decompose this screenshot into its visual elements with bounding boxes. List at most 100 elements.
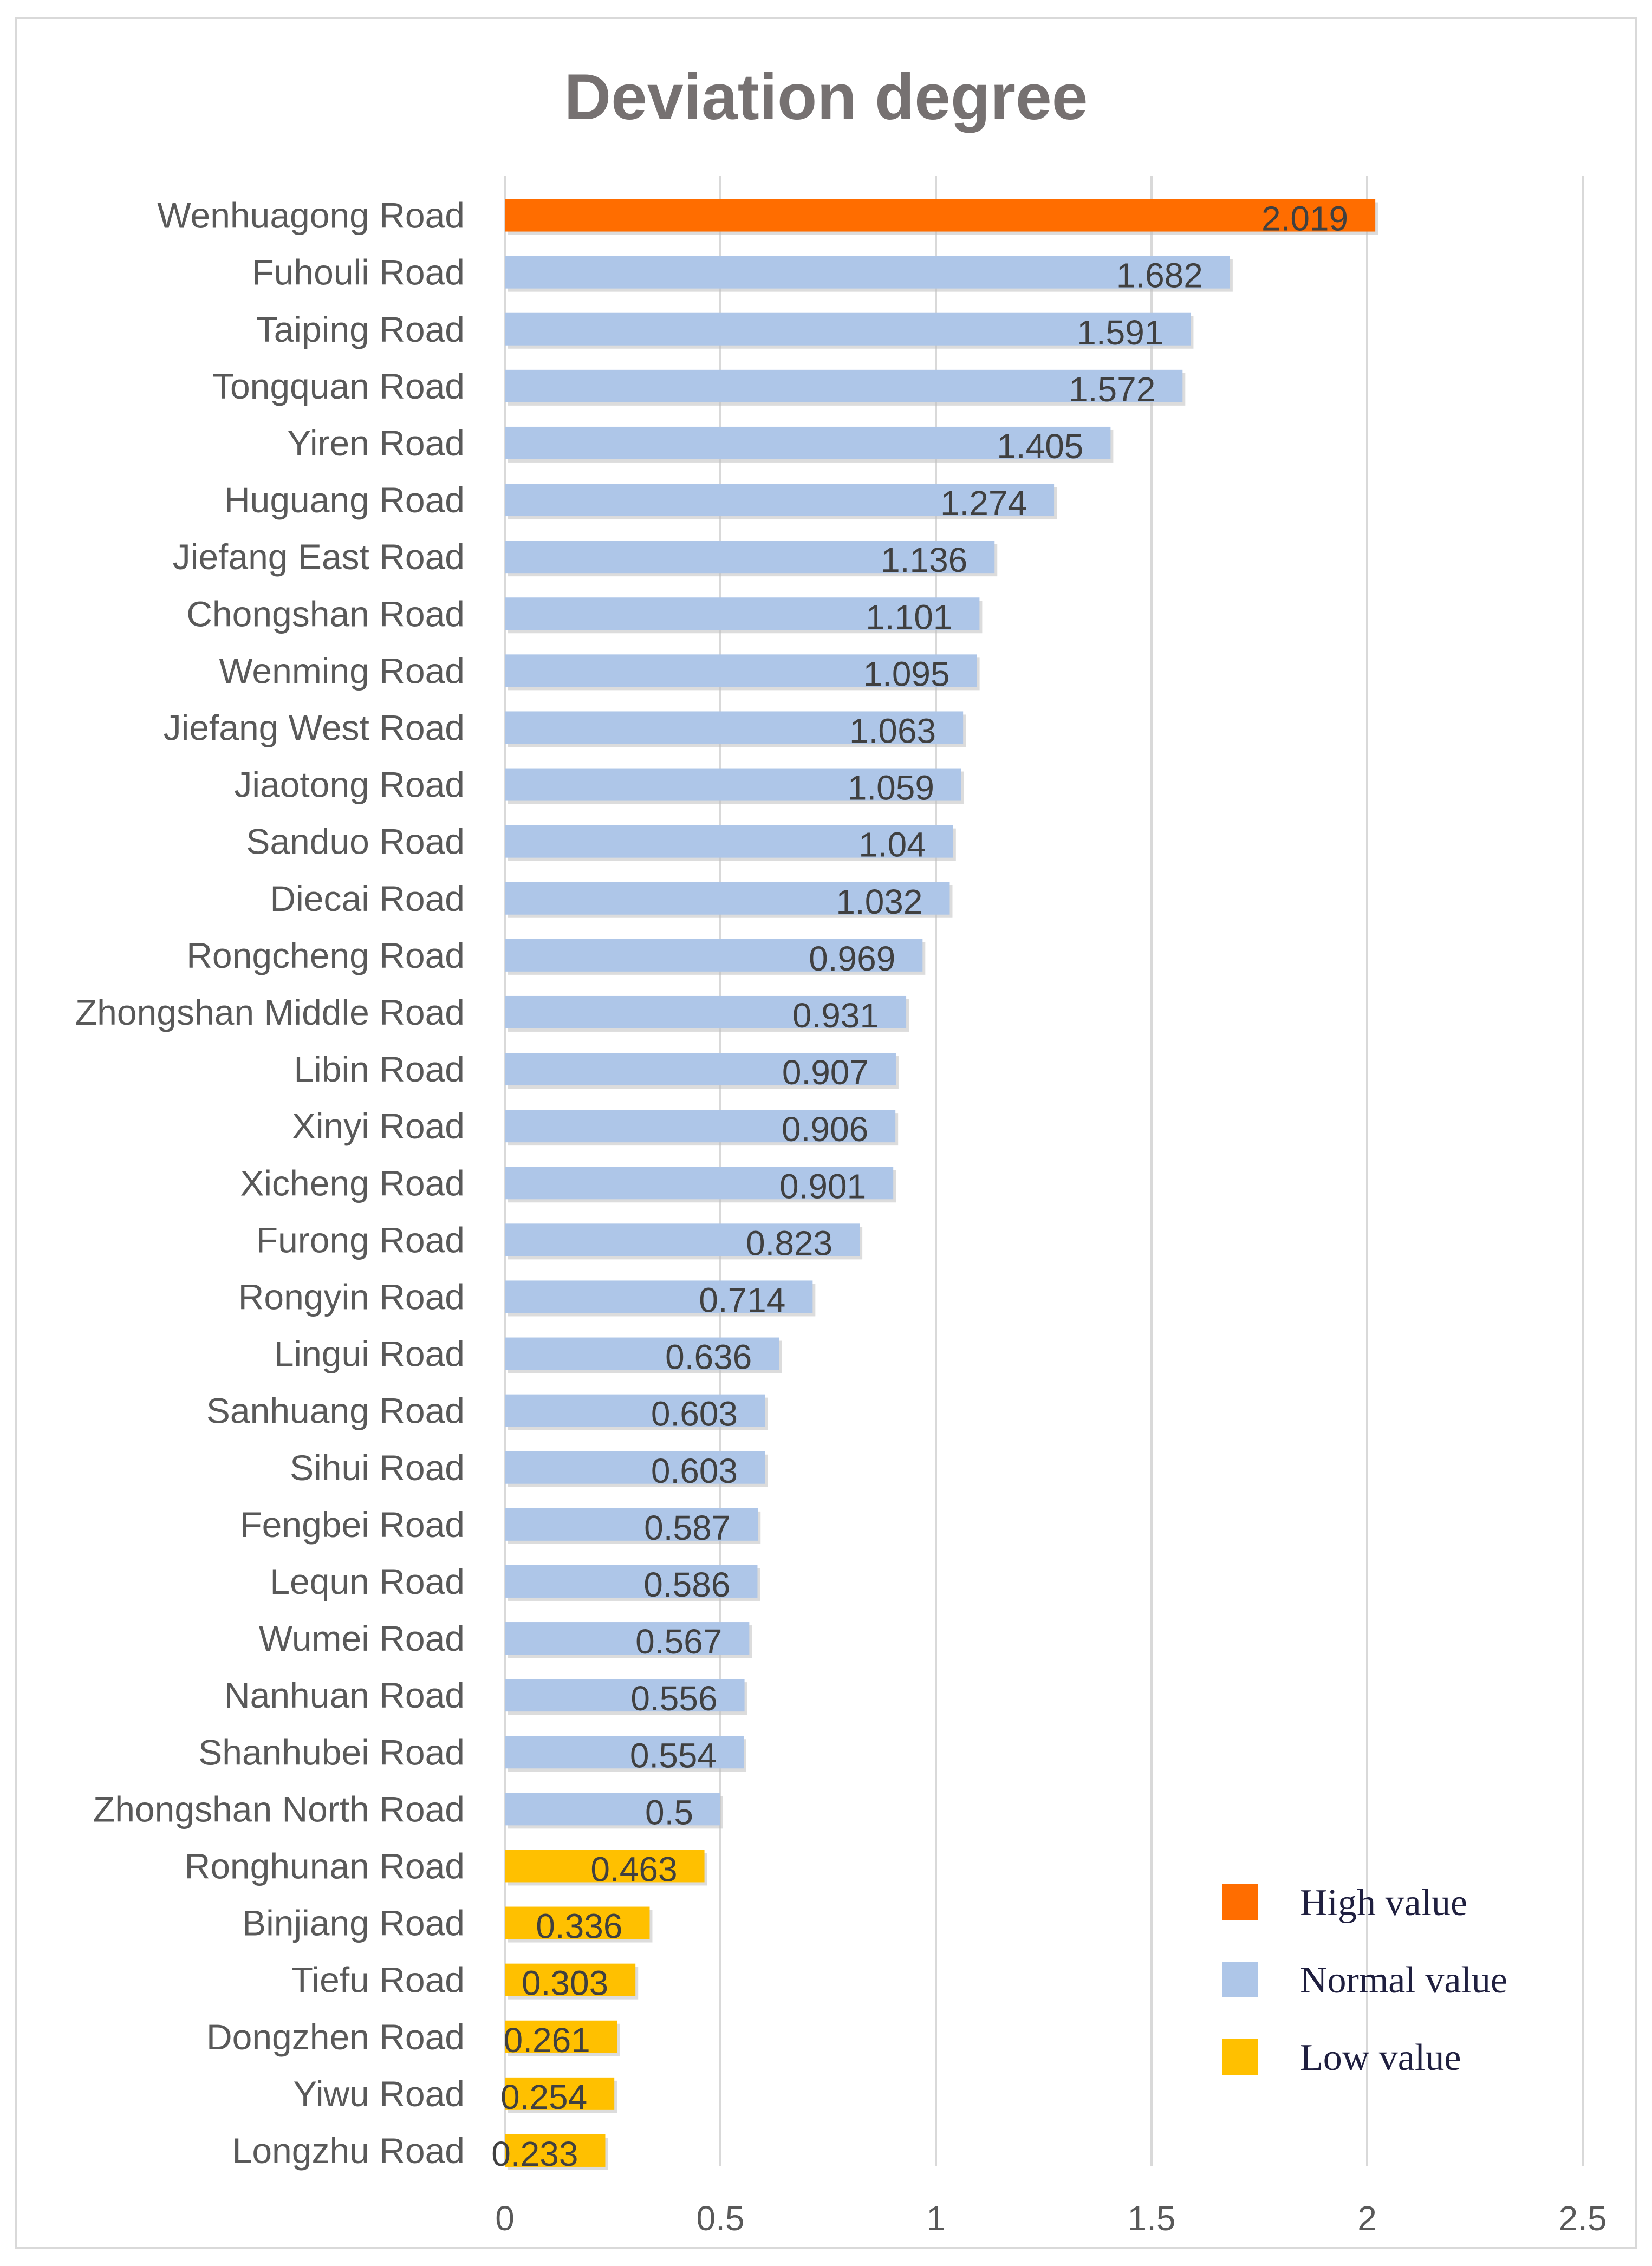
category-label: Binjiang Road <box>242 1903 465 1943</box>
bar <box>505 2077 615 2110</box>
legend-swatch <box>1222 2039 1258 2075</box>
bar <box>505 2020 617 2053</box>
category-label: Zhongshan Middle Road <box>75 992 465 1032</box>
value-label: 1.063 <box>849 711 936 750</box>
value-label: 0.463 <box>590 1850 677 1889</box>
bar <box>505 1110 896 1143</box>
value-label: 1.059 <box>848 769 934 808</box>
value-label: 0.254 <box>500 2078 587 2117</box>
value-label: 0.233 <box>491 2134 578 2173</box>
category-label: Lequn Road <box>270 1561 465 1601</box>
value-label: 1.032 <box>836 882 922 921</box>
x-tick-label: 2 <box>1357 2199 1377 2238</box>
value-label: 0.714 <box>699 1280 785 1319</box>
value-label: 0.636 <box>665 1338 752 1377</box>
bar <box>505 1053 896 1086</box>
bar <box>505 1963 636 1996</box>
value-label: 0.603 <box>651 1451 738 1490</box>
category-label: Xinyi Road <box>292 1106 465 1146</box>
category-label: Huguang Road <box>224 480 465 520</box>
bar <box>505 995 907 1028</box>
bar <box>505 541 995 574</box>
category-label: Tongquan Road <box>212 366 465 406</box>
bar <box>505 654 977 687</box>
legend-label: Normal value <box>1300 1959 1507 2001</box>
value-label: 0.554 <box>630 1736 717 1775</box>
legend-label: Low value <box>1300 2037 1461 2079</box>
legend-swatch <box>1222 1962 1258 1997</box>
category-label: Chongshan Road <box>186 594 465 634</box>
value-label: 1.572 <box>1069 370 1155 409</box>
category-label: Yiren Road <box>287 423 465 463</box>
bar <box>505 1508 758 1541</box>
x-tick-label: 1 <box>926 2199 946 2238</box>
bar <box>505 1280 813 1313</box>
bar <box>505 369 1183 402</box>
value-label: 0.823 <box>746 1223 832 1262</box>
value-label: 0.931 <box>792 996 879 1035</box>
value-label: 0.586 <box>643 1565 730 1604</box>
category-label: Wenhuagong Road <box>157 196 465 236</box>
category-label: Lingui Road <box>274 1334 465 1374</box>
bars <box>505 199 1378 2170</box>
category-label: Libin Road <box>294 1049 465 1089</box>
x-axis-ticks: 0 0.5 1 1.5 2 2.5 <box>495 2199 1607 2238</box>
value-label: 0.587 <box>644 1508 731 1547</box>
bar <box>505 768 961 801</box>
category-label: Jiefang East Road <box>173 537 465 577</box>
bar <box>505 1679 745 1712</box>
bar <box>505 882 950 915</box>
bar <box>505 1394 765 1427</box>
value-label: 0.907 <box>782 1053 869 1092</box>
value-label: 0.603 <box>651 1395 738 1434</box>
legend-swatch <box>1222 1884 1258 1920</box>
x-tick-label: 2.5 <box>1559 2199 1607 2238</box>
bar <box>505 199 1376 232</box>
value-label: 1.405 <box>997 427 1083 466</box>
category-label: Longzhu Road <box>232 2131 465 2171</box>
category-label: Tiefu Road <box>291 1960 465 2000</box>
bar <box>505 1793 720 1826</box>
bar <box>505 1622 750 1655</box>
bar <box>505 256 1230 289</box>
value-label: 0.556 <box>630 1679 717 1718</box>
category-label: Fengbei Road <box>240 1505 465 1545</box>
bar <box>505 1167 894 1200</box>
category-label: Sanhuang Road <box>206 1391 465 1431</box>
value-label: 0.901 <box>779 1167 866 1206</box>
x-tick-label: 0 <box>495 2199 515 2238</box>
category-label: Sihui Road <box>290 1448 465 1488</box>
category-label: Nanhuan Road <box>224 1675 465 1715</box>
value-label: 1.136 <box>881 541 967 579</box>
bar <box>505 597 980 630</box>
category-label: Shanhubei Road <box>198 1732 465 1772</box>
bar <box>505 2134 606 2167</box>
value-label: 1.682 <box>1116 256 1203 295</box>
category-label: Yiwu Road <box>293 2074 465 2114</box>
value-label: 1.101 <box>866 597 952 636</box>
value-label: 0.303 <box>522 1964 608 2003</box>
category-labels: Wenhuagong Road Fuhouli Road Taiping Road T… <box>75 196 465 2171</box>
category-label: Taiping Road <box>256 309 465 349</box>
value-label: 1.591 <box>1077 313 1163 352</box>
category-label: Zhongshan North Road <box>93 1789 465 1829</box>
value-label: 2.019 <box>1261 199 1348 238</box>
x-tick-label: 1.5 <box>1128 2199 1176 2238</box>
category-label: Diecai Road <box>270 878 465 919</box>
x-tick-label: 0.5 <box>697 2199 745 2238</box>
category-label: Fuhouli Road <box>252 252 465 292</box>
bar <box>505 1850 705 1883</box>
bar <box>505 711 964 744</box>
value-label: 0.969 <box>809 939 895 978</box>
category-label: Wenming Road <box>219 650 465 691</box>
bar <box>505 426 1111 459</box>
bar <box>505 1736 744 1769</box>
category-label: Jiaotong Road <box>234 765 465 805</box>
value-label: 0.567 <box>635 1622 722 1661</box>
legend-label: High value <box>1300 1882 1467 1924</box>
category-label: Jiefang West Road <box>164 707 465 747</box>
value-label: 0.261 <box>504 2021 590 2060</box>
category-label: Dongzhen Road <box>206 2017 465 2057</box>
value-label: 1.095 <box>863 654 949 693</box>
